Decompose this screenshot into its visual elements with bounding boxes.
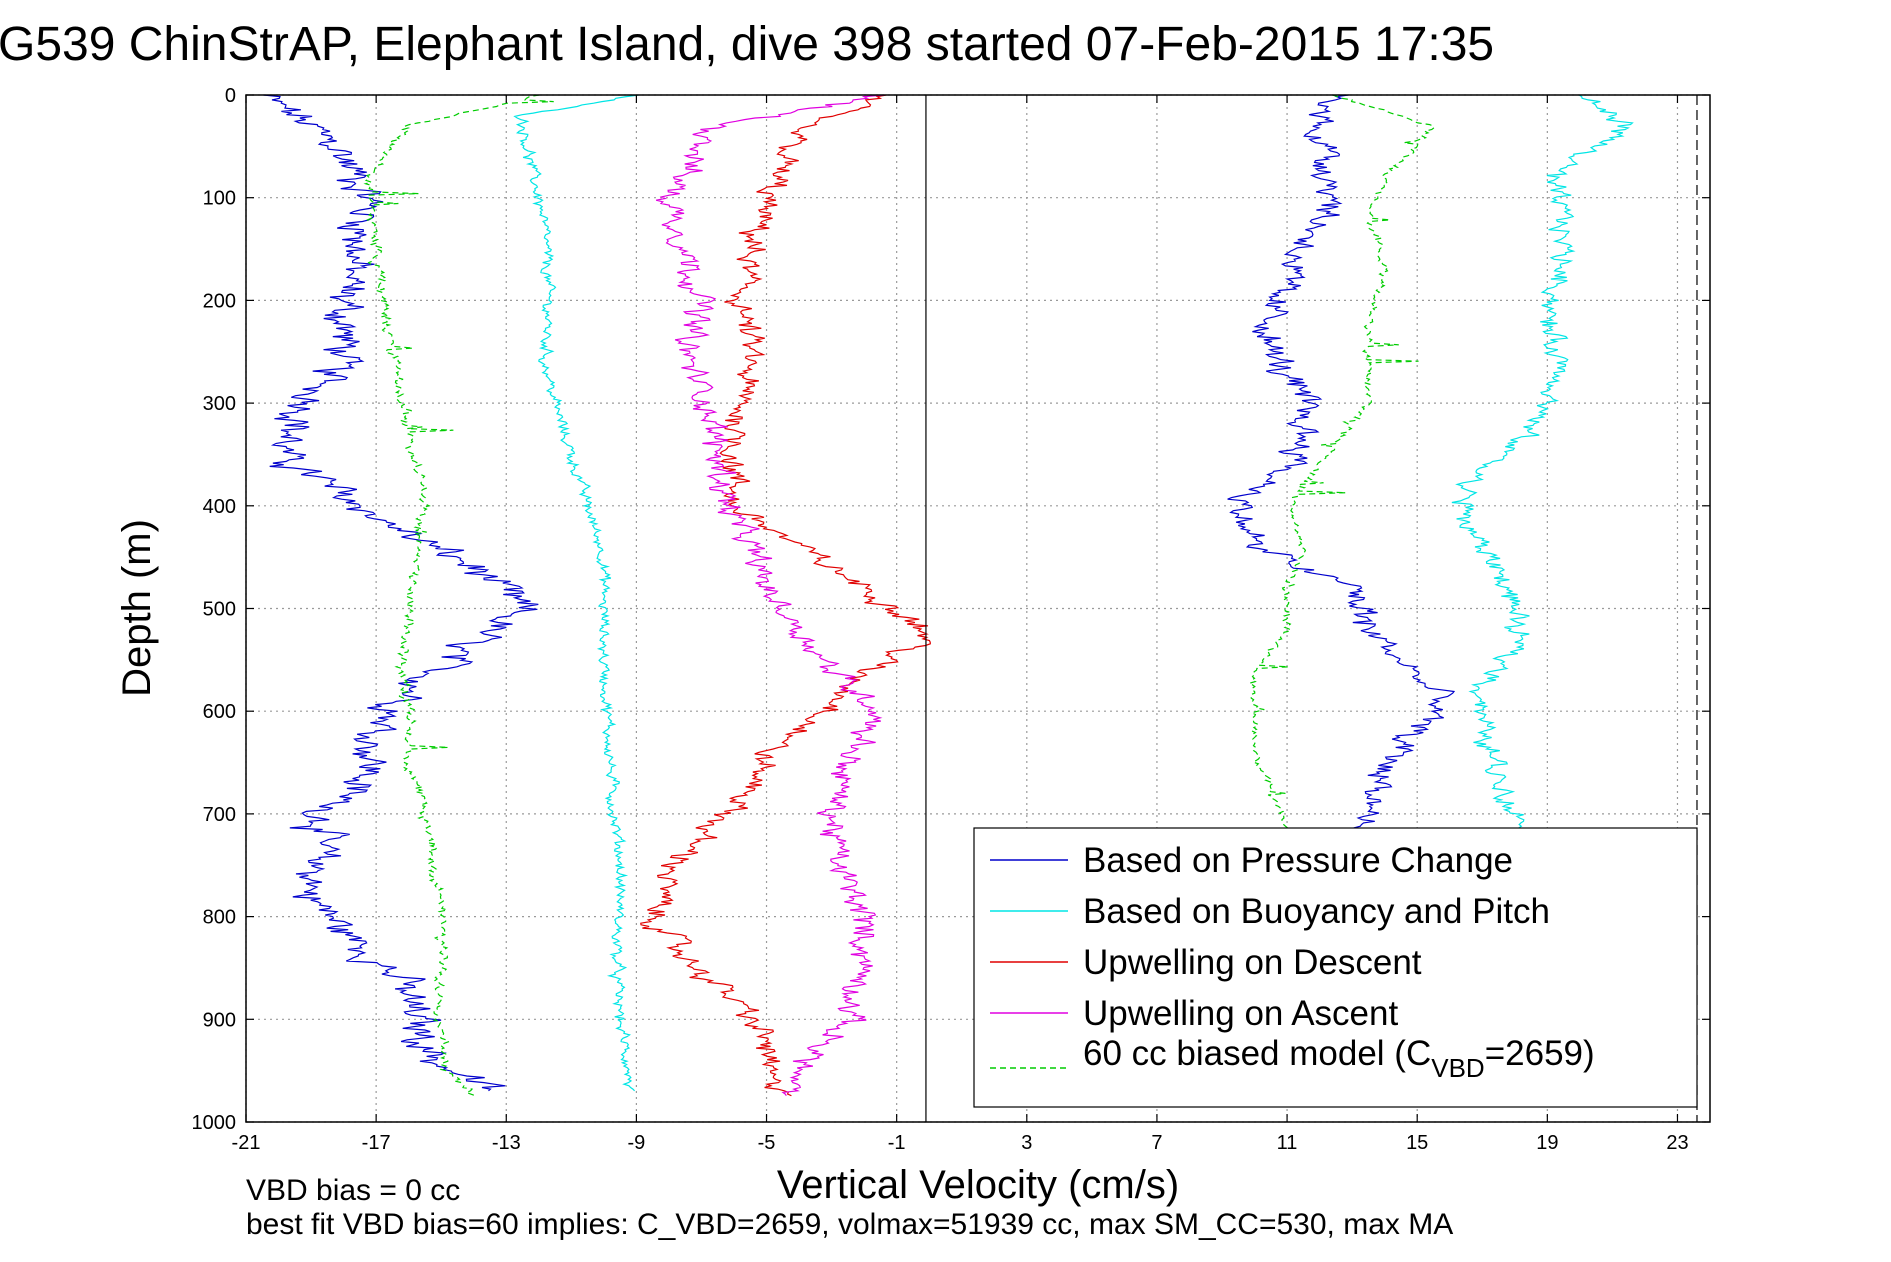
data-series — [263, 94, 1634, 1097]
series-line — [513, 94, 639, 1092]
legend-label-buoyancy: Based on Buoyancy and Pitch — [1083, 892, 1550, 931]
y-tick-label: 600 — [203, 701, 236, 723]
x-tick-label: -1 — [888, 1132, 906, 1154]
series-line — [363, 94, 554, 1097]
x-tick-label: 11 — [1277, 1132, 1298, 1154]
best-fit-note: best fit VBD bias=60 implies: C_VBD=2659… — [246, 1208, 1453, 1241]
x-tick-label: 23 — [1666, 1132, 1688, 1154]
x-tick-label: 7 — [1151, 1132, 1162, 1154]
x-tick-label: -5 — [758, 1132, 776, 1154]
y-tick-label: 700 — [203, 804, 236, 826]
x-axis-label: Vertical Velocity (cm/s) — [777, 1163, 1179, 1207]
y-tick-label: 500 — [203, 599, 236, 621]
x-tick-label: -9 — [628, 1132, 646, 1154]
y-tick-label: 100 — [203, 188, 236, 210]
series-line — [263, 94, 539, 1092]
chart-title: G539 ChinStrAP, Elephant Island, dive 39… — [0, 18, 1494, 71]
series-line — [1247, 94, 1435, 829]
x-tick-label: -21 — [232, 1132, 261, 1154]
x-tick-label: 19 — [1536, 1132, 1558, 1154]
y-tick-label: 900 — [203, 1009, 236, 1031]
x-tick-label: -13 — [492, 1132, 521, 1154]
series-line — [1227, 94, 1456, 829]
y-tick-label: 400 — [203, 496, 236, 518]
y-tick-label: 800 — [203, 907, 236, 929]
series-line — [640, 94, 931, 1097]
x-tick-label: 3 — [1021, 1132, 1032, 1154]
legend-label-pressure: Based on Pressure Change — [1083, 841, 1513, 880]
x-tick-label: -17 — [362, 1132, 391, 1154]
vbd-bias-note: VBD bias = 0 cc — [246, 1174, 460, 1207]
series-line — [655, 94, 885, 1097]
y-tick-label: 0 — [225, 85, 236, 107]
legend-label-upwelling-descent: Upwelling on Descent — [1083, 943, 1422, 982]
x-tick-label: 15 — [1406, 1132, 1428, 1154]
y-axis-label: Depth (m) — [115, 519, 159, 697]
legend-label-upwelling-ascent: Upwelling on Ascent — [1083, 994, 1398, 1033]
legend: Based on Pressure Change Based on Buoyan… — [973, 827, 1698, 1108]
series-line — [1451, 94, 1634, 829]
y-tick-label: 300 — [203, 393, 236, 415]
y-axis-ticks: 0 100 200 300 400 500 600 700 800 900 1000 — [192, 85, 1710, 1134]
y-tick-label: 200 — [203, 290, 236, 312]
legend-box — [973, 827, 1698, 1108]
y-tick-label: 1000 — [192, 1112, 237, 1134]
x-axis-ticks: -21 -17 -13 -9 -5 -1 3 7 11 15 19 23 — [232, 95, 1689, 1154]
legend-label-biased-model: 60 cc biased model (CVBD=2659) — [1083, 1034, 1595, 1083]
